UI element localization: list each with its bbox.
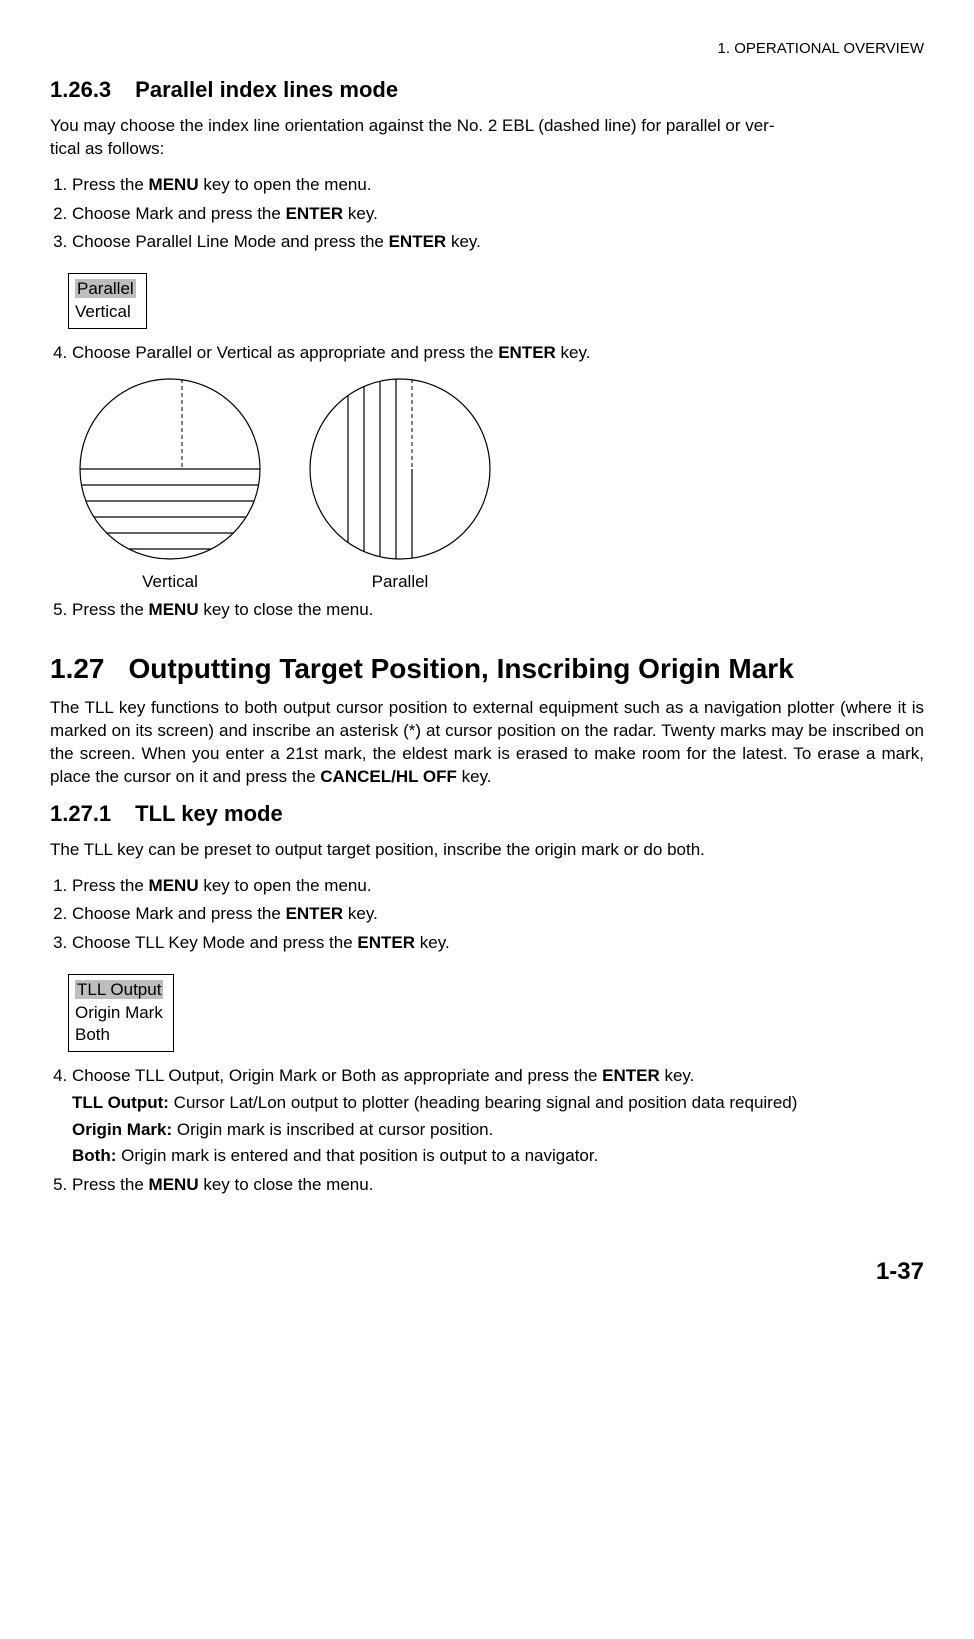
steps-list-1b: Choose Parallel or Vertical as appropria… — [50, 341, 924, 366]
page-number: 1-37 — [50, 1258, 924, 1286]
vertical-diagram: Vertical — [70, 377, 270, 592]
chapter-header: 1. OPERATIONAL OVERVIEW — [50, 40, 924, 57]
steps-list-1c: Press the MENU key to close the menu. — [50, 598, 924, 623]
both-desc: Both: Origin mark is entered and that po… — [72, 1144, 924, 1169]
vertical-diagram-svg — [70, 377, 270, 561]
steps-list-2b: Choose TLL Output, Origin Mark or Both a… — [50, 1064, 924, 1197]
section-heading-1271: 1.27.1 TLL key mode — [50, 801, 924, 827]
section-title: Outputting Target Position, Inscribing O… — [129, 653, 925, 685]
origin-mark-desc: Origin Mark: Origin mark is inscribed at… — [72, 1118, 924, 1143]
step-item: Choose TLL Key Mode and press the ENTER … — [72, 931, 924, 956]
section-title: TLL key mode — [135, 801, 283, 826]
section-number: 1.27 — [50, 653, 105, 685]
menu-option: Origin Mark — [75, 1002, 163, 1025]
parallel-caption: Parallel — [300, 572, 500, 592]
section-heading-127: 1.27 Outputting Target Position, Inscrib… — [50, 653, 924, 685]
diagram-row: Vertical Parallel — [70, 377, 924, 592]
intro-line-1: You may choose the index line orientatio… — [50, 116, 775, 135]
section-heading-1263: 1.26.3 Parallel index lines mode — [50, 77, 924, 103]
tll-output-desc: TLL Output: Cursor Lat/Lon output to plo… — [72, 1091, 924, 1116]
menu-option-selected: Parallel — [75, 279, 136, 298]
intro-line-2: tical as follows: — [50, 139, 164, 158]
tll-menu: TLL Output Origin Mark Both — [68, 974, 174, 1053]
step-item: Press the MENU key to close the menu. — [72, 598, 924, 623]
section-127-paragraph: The TLL key functions to both output cur… — [50, 697, 924, 789]
step-item: Choose Mark and press the ENTER key. — [72, 202, 924, 227]
step-item: Choose TLL Output, Origin Mark or Both a… — [72, 1064, 924, 1169]
vertical-caption: Vertical — [70, 572, 270, 592]
section-number: 1.26.3 — [50, 77, 111, 103]
step-item: Choose Mark and press the ENTER key. — [72, 902, 924, 927]
parallel-vertical-menu: Parallel Vertical — [68, 273, 147, 329]
step-item: Press the MENU key to open the menu. — [72, 874, 924, 899]
menu-option: Both — [75, 1024, 163, 1047]
step-item: Press the MENU key to open the menu. — [72, 173, 924, 198]
step-item: Choose Parallel or Vertical as appropria… — [72, 341, 924, 366]
section-title: Parallel index lines mode — [135, 77, 398, 102]
step-item: Choose Parallel Line Mode and press the … — [72, 230, 924, 255]
parallel-diagram-svg — [300, 377, 500, 561]
steps-list-1: Press the MENU key to open the menu. Cho… — [50, 173, 924, 255]
menu-option-selected: TLL Output — [75, 980, 163, 999]
intro-paragraph: You may choose the index line orientatio… — [50, 115, 924, 161]
section-number: 1.27.1 — [50, 801, 111, 827]
menu-option: Vertical — [75, 301, 136, 324]
step-item: Press the MENU key to close the menu. — [72, 1173, 924, 1198]
steps-list-2: Press the MENU key to open the menu. Cho… — [50, 874, 924, 956]
parallel-diagram: Parallel — [300, 377, 500, 592]
tll-intro: The TLL key can be preset to output targ… — [50, 839, 924, 862]
